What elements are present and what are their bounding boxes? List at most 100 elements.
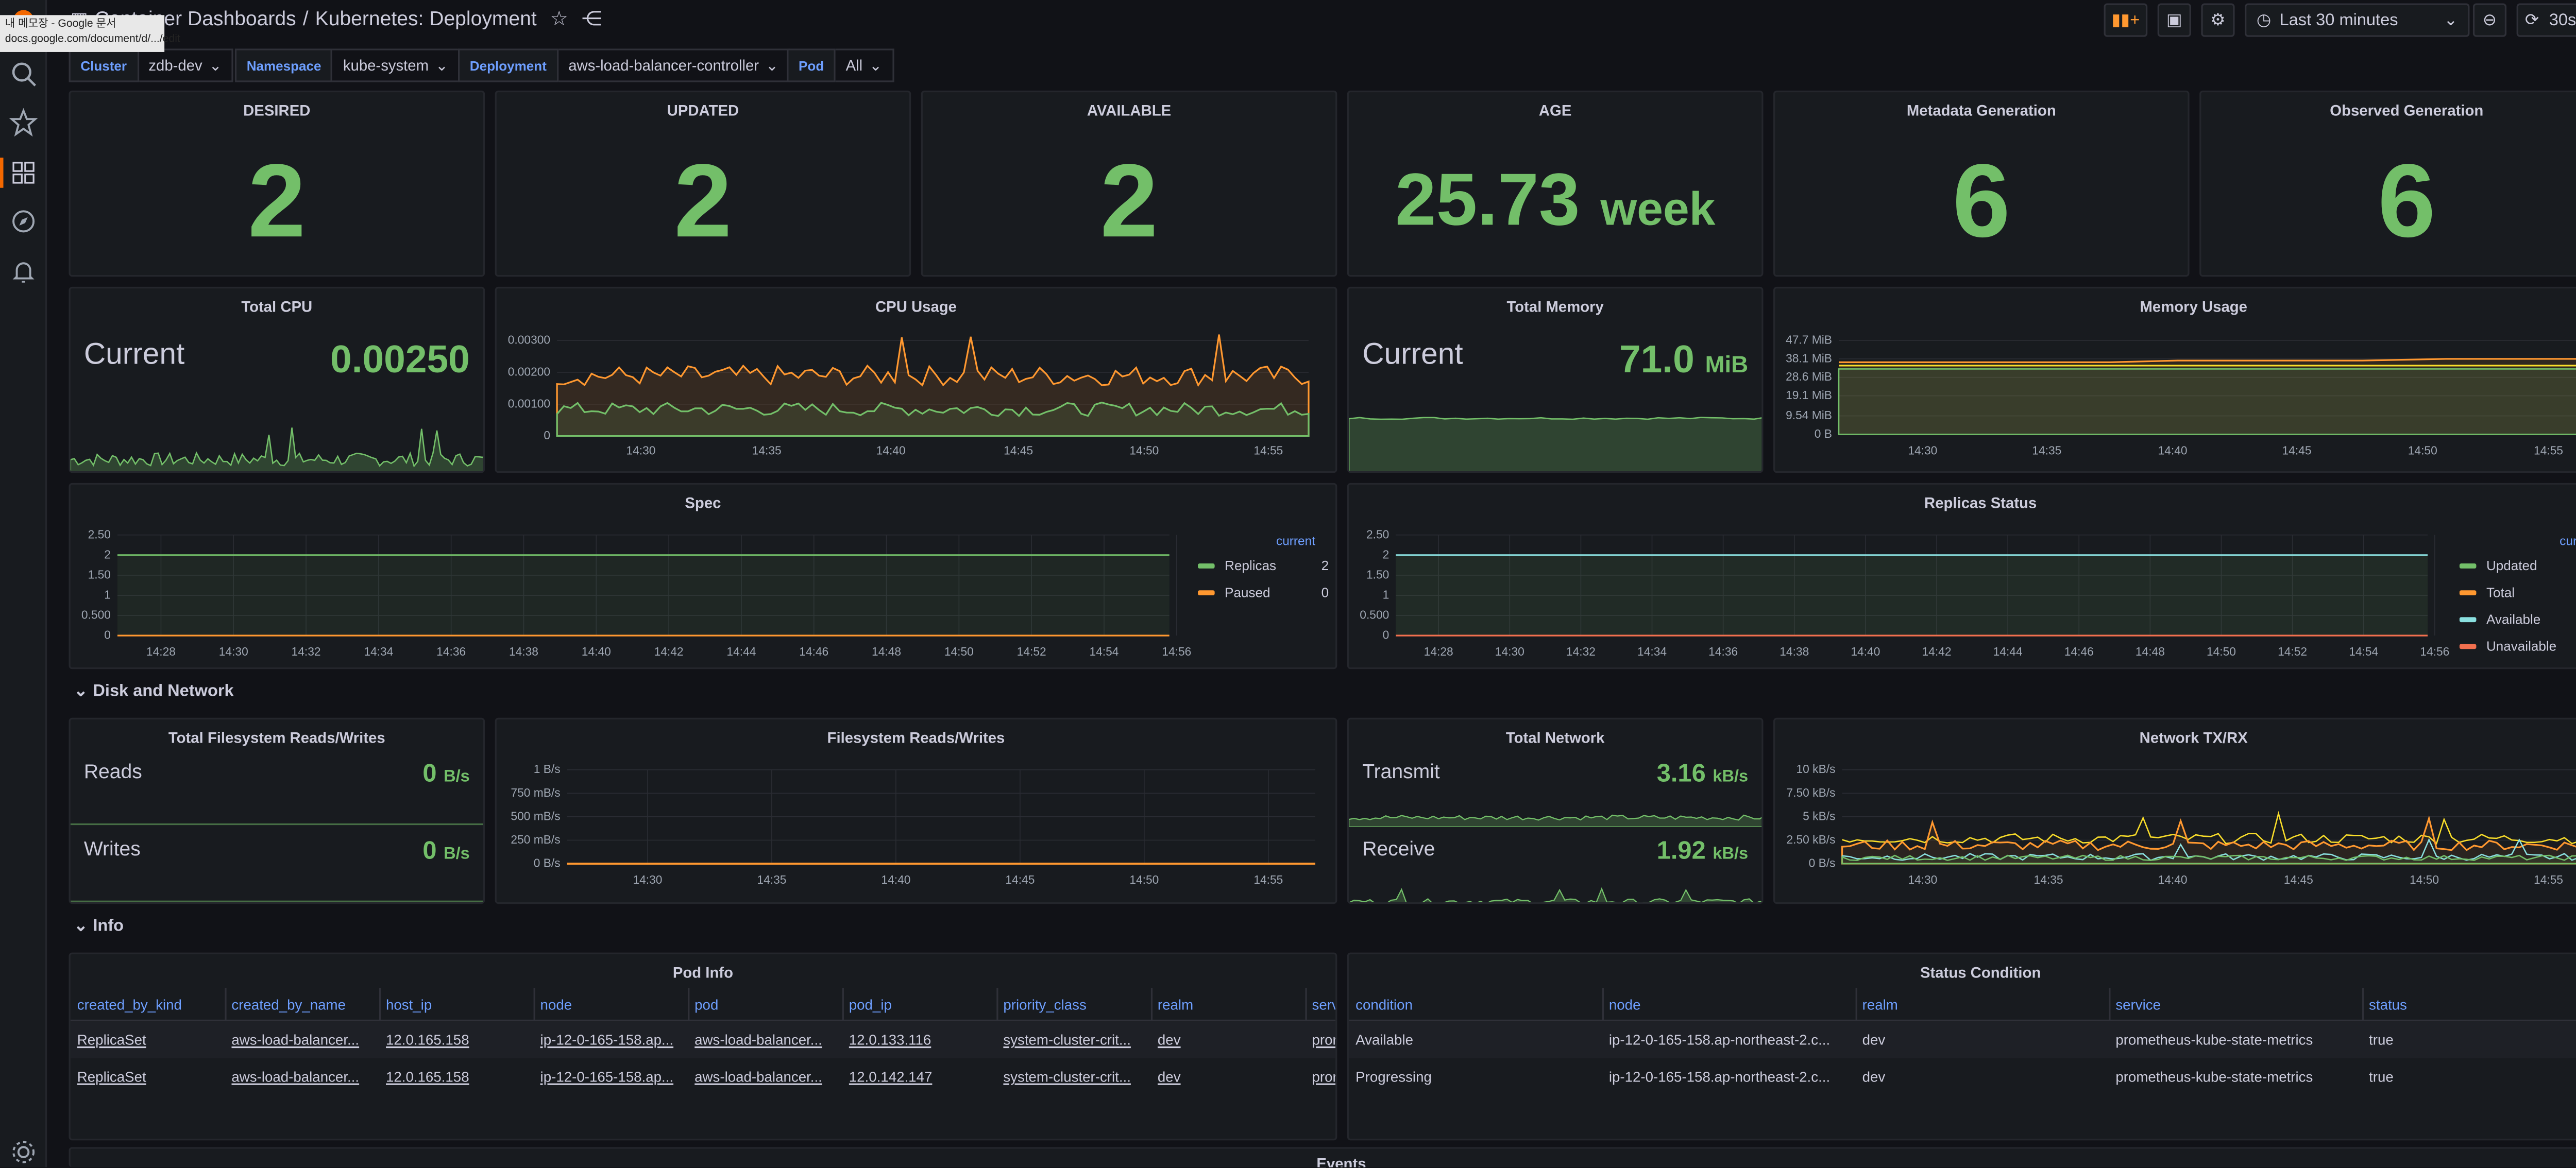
column-header[interactable]: priority_class <box>1003 996 1087 1013</box>
col-divider <box>2362 988 2364 1022</box>
legend-item-paused[interactable]: Paused 0 <box>1198 580 1329 604</box>
tooltip-url: docs.google.com/document/d/.../edit <box>5 33 180 45</box>
table-cell: Available <box>1355 1031 1414 1049</box>
legend-item-updated[interactable]: Updated2 <box>2459 554 2576 577</box>
legend-item-unavailable[interactable]: Unavailable0 <box>2459 634 2576 658</box>
stat-panel-updated[interactable]: UPDATED 2 <box>495 90 911 277</box>
table-cell-link[interactable]: pror <box>1312 1031 1337 1049</box>
var-value-dropdown[interactable]: All ⌄ <box>836 48 894 82</box>
stat-unit: week <box>1600 182 1716 235</box>
explore-compass-icon[interactable] <box>8 207 39 237</box>
stat-panel-available[interactable]: AVAILABLE 2 <box>921 90 1337 277</box>
alerting-bell-icon[interactable] <box>8 256 39 287</box>
table-cell-link[interactable]: system-cluster-crit... <box>1003 1031 1131 1049</box>
table-cell-link[interactable]: ip-12-0-165-158.ap... <box>540 1068 674 1085</box>
var-value-dropdown[interactable]: kube-system ⌄ <box>333 48 460 82</box>
column-header[interactable]: condition <box>1355 996 1413 1013</box>
table-cell-link[interactable]: 12.0.142.147 <box>849 1068 933 1085</box>
column-header[interactable]: serv <box>1312 996 1337 1013</box>
column-header[interactable]: created_by_kind <box>77 996 182 1013</box>
table-cell-link[interactable]: pror <box>1312 1068 1337 1085</box>
refresh-button[interactable]: ⟳ 30s ⌄ <box>2516 3 2576 37</box>
share-icon[interactable]: ⋲ <box>581 7 602 30</box>
fs-rw-panel[interactable]: Filesystem Reads/Writes 1 B/s 750 mB/s 5… <box>495 717 1337 904</box>
y-tick: 2.50 kB/s <box>1787 833 1836 846</box>
x-tick: 14:36 <box>1708 645 1738 658</box>
column-header[interactable]: pod <box>694 996 719 1013</box>
events-panel[interactable]: Events <box>69 1147 2576 1167</box>
column-header[interactable]: node <box>1608 996 1641 1013</box>
legend-item-replicas[interactable]: Replicas 2 <box>1198 554 1329 577</box>
table-cell-link[interactable]: 12.0.165.158 <box>385 1068 469 1085</box>
star-icon[interactable] <box>8 107 39 138</box>
table-cell-link[interactable]: dev <box>1157 1068 1181 1085</box>
cpu-usage-panel[interactable]: CPU Usage 0.00300 0.00200 0.00100 0 14:3… <box>495 286 1337 473</box>
pod-info-panel[interactable]: Pod Info created_by_kind created_by_name… <box>69 952 1337 1141</box>
time-picker-button[interactable]: ◷ Last 30 minutes ⌄ <box>2245 3 2470 37</box>
stat-panel-age[interactable]: AGE 25.73 week <box>1347 90 1764 277</box>
stat-panel-metadata-generation[interactable]: Metadata Generation 6 <box>1773 90 2190 277</box>
add-panel-button[interactable]: ▮▮+ <box>2104 3 2148 37</box>
network-txrx-panel[interactable]: Network TX/RX 10 kB/s 7.50 kB/s 5 kB/s 2… <box>1773 717 2576 904</box>
x-tick: 14:35 <box>752 443 782 457</box>
refresh-icon: ⟳ <box>2524 11 2539 29</box>
y-tick: 7.50 kB/s <box>1787 786 1836 799</box>
table-cell: true <box>2369 1031 2394 1049</box>
save-button[interactable]: ▣ <box>2157 3 2191 37</box>
total-network-panel[interactable]: Total Network Transmit 3.16 kB/s Receive… <box>1347 717 1764 904</box>
table-cell-link[interactable]: ReplicaSet <box>77 1031 146 1049</box>
legend-item-total[interactable]: Total2 <box>2459 580 2576 604</box>
table-cell-link[interactable]: aws-load-balancer... <box>231 1068 360 1085</box>
table-cell-link[interactable]: 12.0.133.116 <box>849 1031 931 1049</box>
star-favorite-icon[interactable]: ☆ <box>550 7 568 30</box>
row-header-info[interactable]: ⌄ Info <box>74 917 124 936</box>
x-tick: 14:35 <box>2034 873 2063 886</box>
column-header[interactable]: realm <box>1862 996 1898 1013</box>
column-header[interactable]: created_by_name <box>231 996 346 1013</box>
fs-total-panel[interactable]: Total Filesystem Reads/Writes Reads 0 B/… <box>69 717 485 904</box>
stat-panel-observed-generation[interactable]: Observed Generation 6 <box>2199 90 2576 277</box>
total-memory-panel[interactable]: Total Memory Current 71.0 MiB <box>1347 286 1764 473</box>
table-cell-link[interactable]: aws-load-balancer... <box>231 1031 360 1049</box>
replicas-status-panel[interactable]: Replicas Status 2.50 2 1.50 1 0.500 0 14… <box>1347 483 2576 669</box>
table-cell-link[interactable]: aws-load-balancer... <box>694 1031 822 1049</box>
row-header-disk-network[interactable]: ⌄ Disk and Network <box>74 682 233 701</box>
stat-panel-desired[interactable]: DESIRED 2 <box>69 90 485 277</box>
table-row[interactable] <box>70 1021 1336 1058</box>
y-tick: 2 <box>104 547 111 561</box>
column-header[interactable]: realm <box>1157 996 1194 1013</box>
zoom-out-button[interactable]: ⊖ <box>2472 3 2507 37</box>
table-cell-link[interactable]: dev <box>1157 1031 1181 1049</box>
x-tick: 14:38 <box>1780 645 1809 658</box>
table-cell-link[interactable]: ReplicaSet <box>77 1068 146 1085</box>
search-icon[interactable] <box>8 59 39 89</box>
memory-usage-panel[interactable]: Memory Usage 47.7 MiB 38.1 MiB 28.6 MiB … <box>1773 286 2576 473</box>
gear-icon: ⚙ <box>2210 11 2226 29</box>
column-header[interactable]: host_ip <box>385 996 432 1013</box>
total-cpu-panel[interactable]: Total CPU Current 0.00250 <box>69 286 485 473</box>
settings-gear-icon[interactable] <box>8 1137 39 1167</box>
legend-item-available[interactable]: Available2 <box>2459 607 2576 631</box>
refresh-interval[interactable]: 30s <box>2549 11 2576 29</box>
column-header[interactable]: node <box>540 996 572 1013</box>
table-cell: prometheus-kube-state-metrics <box>2115 1068 2313 1085</box>
dashboard-settings-button[interactable]: ⚙ <box>2201 3 2235 37</box>
row-title: Disk and Network <box>93 682 234 701</box>
table-cell-link[interactable]: ip-12-0-165-158.ap... <box>540 1031 674 1049</box>
status-condition-panel[interactable]: Status Condition condition node realm se… <box>1347 952 2576 1141</box>
table-cell: prometheus-kube-state-metrics <box>2115 1031 2313 1049</box>
var-value-dropdown[interactable]: aws-load-balancer-controller ⌄ <box>558 48 790 82</box>
table-cell-link[interactable]: 12.0.165.158 <box>385 1031 469 1049</box>
table-row[interactable] <box>1349 1021 2576 1058</box>
legend-value: 0 <box>1321 584 1329 600</box>
x-tick: 14:45 <box>2284 873 2313 886</box>
column-header[interactable]: service <box>2115 996 2161 1013</box>
legend-header: current <box>2560 533 2576 548</box>
column-header[interactable]: pod_ip <box>849 996 892 1013</box>
spec-panel[interactable]: Spec 2.50 2 1.50 1 0.500 0 14:28 14:30 14:… <box>69 483 1337 669</box>
var-value-dropdown[interactable]: zdb-dev ⌄ <box>138 48 234 82</box>
table-cell-link[interactable]: system-cluster-crit... <box>1003 1068 1131 1085</box>
dashboards-icon[interactable] <box>0 158 39 188</box>
column-header[interactable]: status <box>2369 996 2407 1013</box>
table-cell-link[interactable]: aws-load-balancer... <box>694 1068 822 1085</box>
